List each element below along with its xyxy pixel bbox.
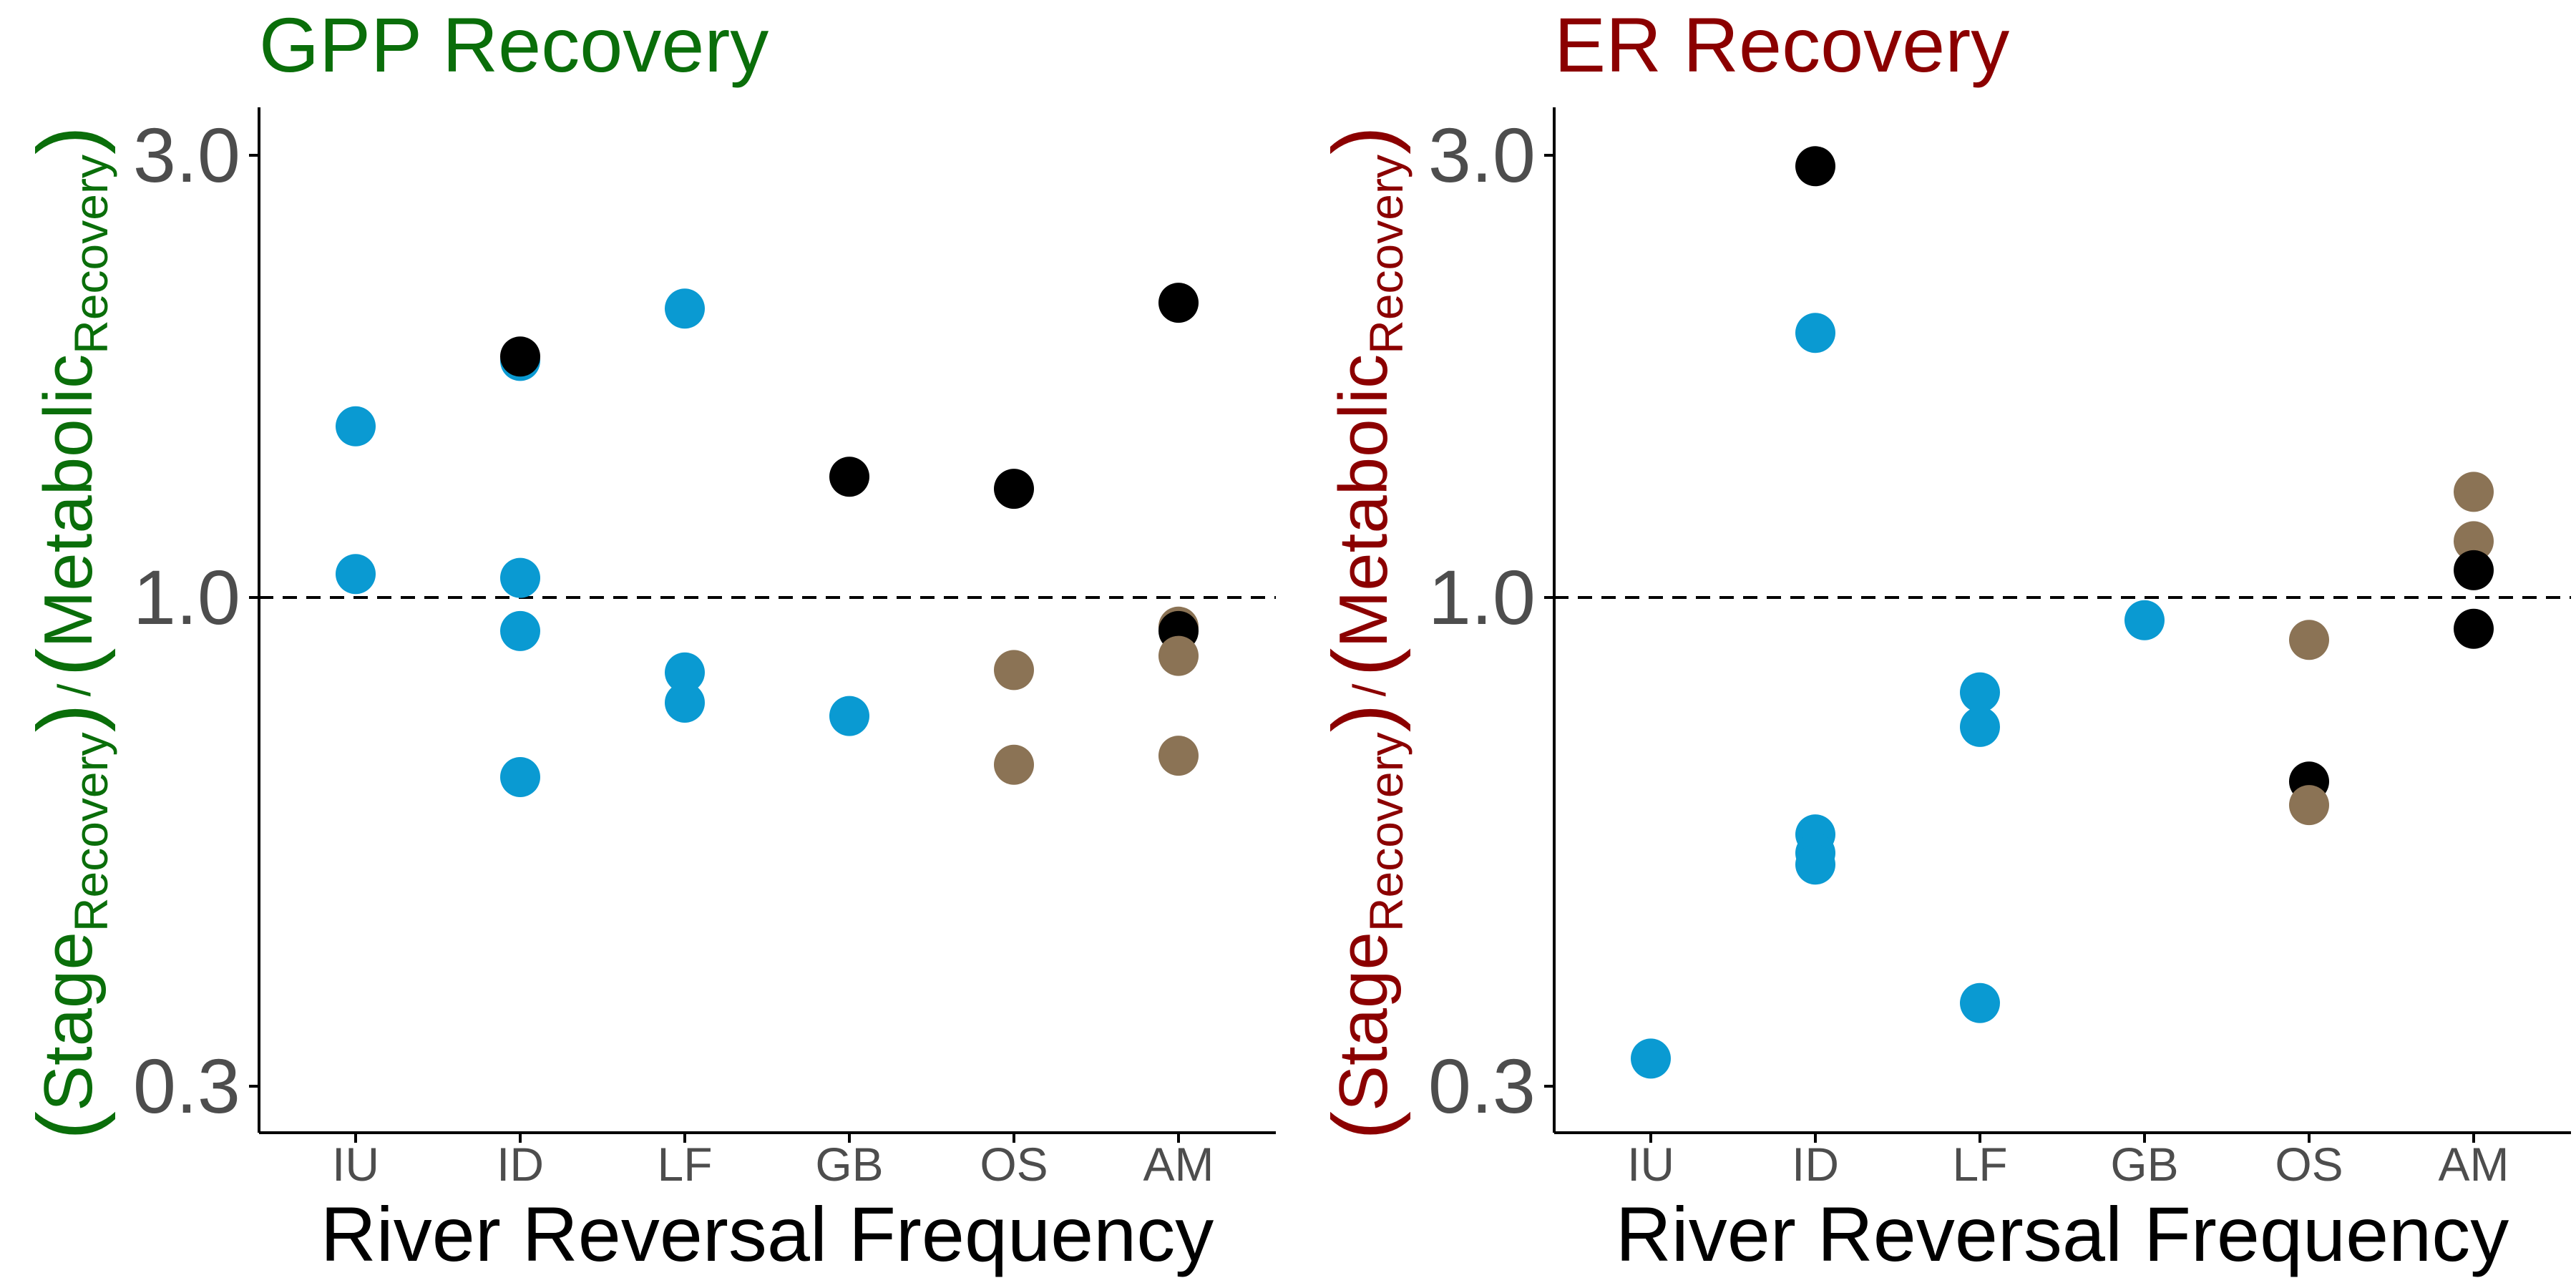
gpp-data-point-iu (336, 406, 376, 447)
gpp-title: GPP Recovery (259, 1, 769, 88)
er-data-point-lf (1960, 706, 2000, 747)
er-xtick-label: OS (2275, 1138, 2343, 1191)
er-data-point-am (2454, 608, 2494, 649)
er-xtick-label: GB (2110, 1138, 2178, 1191)
gpp-data-point-gb (829, 457, 869, 497)
er-panel: ER Recovery (StageRecovery)/(MetabolicRe… (1315, 1, 2571, 1277)
er-x-ticks: IU ID LF GB OS AM (1627, 1133, 2509, 1191)
gpp-data-point-id (500, 757, 540, 797)
er-y-ticks: 0.3 1.0 3.0 (1428, 112, 1554, 1129)
er-data-point-lf (1960, 672, 2000, 713)
er-ytick-label: 0.3 (1428, 1043, 1536, 1129)
gpp-data-point-os (994, 469, 1034, 509)
gpp-data-point-id (500, 557, 540, 598)
gpp-data-point-lf (665, 683, 705, 723)
er-data-point-iu (1631, 1038, 1671, 1079)
er-y-axis-label: (StageRecovery)/(MetabolicRecovery) (1315, 126, 1413, 1140)
gpp-xtick-label: ID (497, 1138, 544, 1191)
er-data-point-os (2289, 620, 2329, 660)
er-title: ER Recovery (1554, 1, 2009, 88)
er-data-point-gb (2124, 600, 2165, 640)
er-ylabel-stage: Stage (1325, 932, 1402, 1111)
gpp-data-point-id (500, 610, 540, 651)
gpp-ytick-label: 0.3 (133, 1043, 240, 1129)
gpp-y-axis-label: (StageRecovery)/(MetabolicRecovery) (20, 126, 117, 1140)
er-data-point-am (2454, 521, 2494, 562)
gpp-data-point-am (1158, 736, 1199, 776)
gpp-data-point-os (994, 650, 1034, 691)
er-xtick-label: LF (1952, 1138, 2007, 1191)
gpp-ylabel-stage: Stage (30, 932, 107, 1111)
gpp-x-axis-label: River Reversal Frequency (321, 1191, 1214, 1277)
gpp-ytick-label: 1.0 (133, 554, 240, 640)
gpp-data-point-lf (665, 652, 705, 693)
gpp-data-point-gb (829, 696, 869, 736)
gpp-panel: GPP Recovery (StageRecovery)/(MetabolicR… (20, 1, 1276, 1277)
gpp-data-point-id (500, 336, 540, 377)
gpp-x-ticks: IU ID LF GB OS AM (332, 1133, 1214, 1191)
gpp-points (336, 283, 1199, 797)
er-data-point-am (2454, 472, 2494, 512)
er-ylabel-stage-sub: Recovery (1360, 732, 1413, 932)
er-ylabel-metabolic-sub: Recovery (1360, 155, 1413, 354)
er-ytick-label: 1.0 (1428, 554, 1536, 640)
er-ytick-label: 3.0 (1428, 112, 1536, 198)
er-points (1631, 146, 2494, 1079)
gpp-data-point-am (1158, 283, 1199, 323)
er-xtick-label: AM (2439, 1138, 2509, 1191)
er-data-point-id (1795, 844, 1835, 885)
gpp-xtick-label: IU (332, 1138, 379, 1191)
gpp-xtick-label: AM (1143, 1138, 1214, 1191)
gpp-xtick-label: LF (657, 1138, 712, 1191)
gpp-data-point-lf (665, 288, 705, 329)
er-data-point-am (2454, 550, 2494, 590)
gpp-ytick-label: 3.0 (133, 112, 240, 198)
er-x-axis-label: River Reversal Frequency (1616, 1191, 2509, 1277)
er-data-point-id (1795, 146, 1835, 187)
gpp-ylabel-metabolic-sub: Recovery (64, 155, 117, 354)
er-xtick-label: IU (1627, 1138, 1674, 1191)
gpp-xtick-label: GB (815, 1138, 883, 1191)
gpp-y-ticks: 0.3 1.0 3.0 (133, 112, 259, 1129)
er-data-point-id (1795, 313, 1835, 353)
svg-text:(StageRecovery)/(MetabolicReco: (StageRecovery)/(MetabolicRecovery) (20, 126, 117, 1140)
svg-text:(StageRecovery)/(MetabolicReco: (StageRecovery)/(MetabolicRecovery) (1315, 126, 1413, 1140)
er-data-point-os (2289, 785, 2329, 826)
er-xtick-label: ID (1792, 1138, 1839, 1191)
gpp-data-point-am (1158, 635, 1199, 676)
gpp-data-point-os (994, 744, 1034, 785)
gpp-data-point-iu (336, 554, 376, 595)
gpp-xtick-label: OS (980, 1138, 1048, 1191)
gpp-ylabel-stage-sub: Recovery (64, 732, 117, 932)
er-data-point-lf (1960, 982, 2000, 1023)
er-ylabel-metabolic: Metabolic (1325, 354, 1402, 648)
gpp-ylabel-metabolic: Metabolic (30, 354, 107, 648)
